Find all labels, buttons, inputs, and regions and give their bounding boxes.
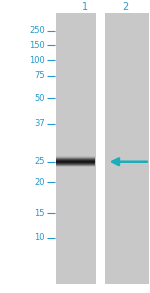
Text: 150: 150 [29,41,45,50]
Bar [56,161,94,162]
Text: 37: 37 [34,119,45,128]
Text: 75: 75 [34,71,45,80]
Text: 1: 1 [82,2,88,12]
Text: 250: 250 [29,26,45,35]
Bar [56,165,94,166]
Bar [56,156,94,157]
Bar [56,163,94,164]
Bar [56,158,94,159]
Bar [56,13,96,284]
Bar [56,160,94,161]
Bar [56,166,94,167]
Text: 10: 10 [34,234,45,242]
Bar [56,159,94,160]
Bar [56,157,94,158]
Text: 20: 20 [34,178,45,187]
Bar [56,164,94,165]
Text: 50: 50 [34,94,45,103]
Text: 2: 2 [122,2,128,12]
Bar [105,13,148,284]
Bar [56,162,94,163]
Text: 15: 15 [34,209,45,218]
Text: 25: 25 [34,157,45,166]
Text: 100: 100 [29,56,45,64]
